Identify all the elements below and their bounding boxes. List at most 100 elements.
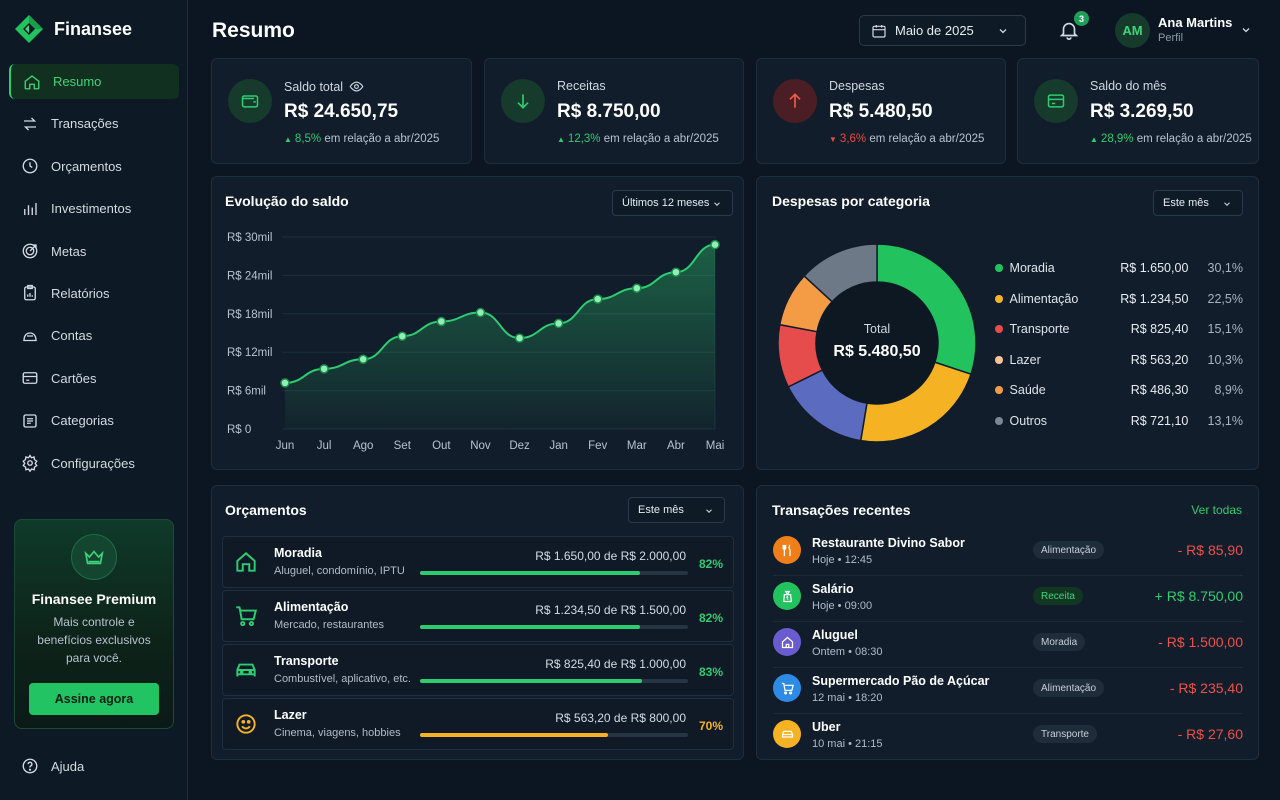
- sidebar-item-categorias[interactable]: Categorias: [9, 403, 179, 438]
- x-tick-label: Out: [432, 440, 451, 452]
- chevron-down-icon[interactable]: [1240, 24, 1252, 36]
- data-point[interactable]: [632, 283, 642, 293]
- data-point[interactable]: [671, 267, 681, 277]
- stat-change-suffix: em relação a abr/2025: [1136, 133, 1252, 145]
- sidebar-item-metas[interactable]: Metas: [9, 234, 179, 269]
- y-tick-label: R$ 12mil: [227, 347, 272, 359]
- legend-name: Outros: [1009, 414, 1048, 428]
- wallet-icon: [241, 95, 259, 108]
- period-label: Últimos 12 meses: [622, 197, 710, 209]
- premium-card: Finansee Premium Mais controle e benefíc…: [14, 519, 174, 729]
- eye-icon[interactable]: [349, 79, 364, 94]
- card-title: Orçamentos: [225, 502, 307, 518]
- sidebar-item-label: Investimentos: [51, 201, 132, 217]
- transaction-time: Ontem • 08:30: [812, 646, 883, 658]
- transaction-row[interactable]: Aluguel Ontem • 08:30 Moradia - R$ 1.500…: [773, 622, 1243, 668]
- period-select[interactable]: Este mês: [1153, 190, 1243, 216]
- legend-name: Lazer: [1009, 353, 1041, 367]
- card-title: Despesas por categoria: [772, 193, 930, 209]
- balance-chart: R$ 0 R$ 6mil R$ 12mil R$ 18mil R$ 24mil R$ 30…: [227, 232, 725, 452]
- data-point[interactable]: [358, 354, 368, 364]
- stat-change-suffix: em relação a abr/2025: [324, 133, 440, 145]
- month-select[interactable]: Maio de 2025: [859, 15, 1026, 46]
- area-fill: [285, 244, 715, 429]
- budget-row[interactable]: Alimentação Mercado, restaurantes R$ 1.2…: [222, 590, 734, 642]
- stat-value: R$ 3.269,50: [1090, 101, 1194, 122]
- transaction-row[interactable]: Uber 10 mai • 21:15 Transporte - R$ 27,6…: [773, 714, 1243, 760]
- sidebar-item-label: Resumo: [53, 74, 102, 89]
- budget-name: Alimentação: [274, 600, 349, 614]
- budget-progress-fill: [420, 571, 640, 575]
- transaction-time: Hoje • 09:00: [812, 600, 873, 612]
- arrow-down-icon: [517, 94, 529, 109]
- data-point[interactable]: [592, 294, 603, 304]
- card-icon: [22, 372, 38, 385]
- period-label: Este mês: [638, 504, 684, 516]
- x-tick-label: Jan: [549, 440, 568, 452]
- sidebar-item-transacoes[interactable]: Transações: [9, 106, 179, 141]
- cart-icon: [781, 682, 794, 694]
- sidebar-item-orcamentos[interactable]: Orçamentos: [9, 149, 179, 184]
- sidebar-item-investimentos[interactable]: Investimentos: [9, 191, 179, 226]
- legend-value: R$ 825,40: [1130, 322, 1189, 336]
- stat-change: ▲ 28,9% em relação a abr/2025: [1090, 133, 1252, 145]
- tx-icon-wrap: [773, 536, 801, 564]
- category-tag: Alimentação: [1033, 541, 1105, 559]
- sidebar-item-cartoes[interactable]: Cartões: [9, 361, 179, 396]
- x-tick-label: Mai: [706, 440, 725, 452]
- donut-center-value: R$ 5.480,50: [833, 343, 921, 360]
- avatar[interactable]: AM: [1115, 13, 1150, 48]
- sidebar-item-relatorios[interactable]: Relatórios: [9, 276, 179, 311]
- data-point[interactable]: [280, 378, 290, 388]
- sidebar-item-configuracoes[interactable]: Configurações: [9, 446, 179, 481]
- budget-row[interactable]: Moradia Aluguel, condomínio, IPTU R$ 1.6…: [222, 536, 734, 588]
- legend-pct: 15,1%: [1207, 322, 1243, 336]
- x-tick-label: Dez: [509, 440, 530, 452]
- transaction-row[interactable]: Supermercado Pão de Açúcar 12 mai • 18:2…: [773, 668, 1243, 714]
- budget-row[interactable]: Lazer Cinema, viagens, hobbies R$ 563,20…: [222, 698, 734, 750]
- budget-pct: 82%: [698, 557, 723, 571]
- data-point[interactable]: [553, 318, 564, 329]
- transaction-amount: - R$ 1.500,00: [1158, 634, 1243, 650]
- sidebar-item-resumo[interactable]: Resumo: [9, 64, 179, 99]
- period-select[interactable]: Este mês: [628, 497, 725, 523]
- data-point[interactable]: [319, 364, 329, 374]
- data-point[interactable]: [475, 307, 486, 318]
- user-name[interactable]: Ana Martins: [1158, 15, 1233, 30]
- legend-pct: 22,5%: [1207, 292, 1243, 306]
- y-tick-label: R$ 6mil: [227, 386, 266, 398]
- transaction-row[interactable]: Salário Hoje • 09:00 Receita + R$ 8.750,…: [773, 576, 1243, 622]
- view-all-link[interactable]: Ver todas: [1191, 503, 1242, 517]
- donut-hole: [816, 282, 938, 404]
- data-point[interactable]: [397, 331, 408, 341]
- target-icon: [22, 243, 38, 259]
- data-point[interactable]: [514, 333, 525, 343]
- transaction-row[interactable]: Restaurante Divino Sabor Hoje • 12:45 Al…: [773, 530, 1243, 576]
- stat-card-saldo-mes: Saldo do mês R$ 3.269,50 ▲ 28,9% em relaç…: [1017, 58, 1259, 164]
- sidebar-item-contas[interactable]: Contas: [9, 318, 179, 353]
- chevron-down-icon: [706, 509, 712, 513]
- legend-pct: 10,3%: [1207, 353, 1243, 367]
- tx-icon-wrap: [773, 582, 801, 610]
- brand[interactable]: Finansee: [14, 14, 132, 44]
- sidebar-item-label: Orçamentos: [51, 158, 122, 174]
- car-icon: [236, 663, 256, 677]
- x-tick-label: Abr: [667, 440, 685, 452]
- subscribe-button[interactable]: Assine agora: [29, 683, 159, 715]
- budget-progress-track: [420, 679, 688, 683]
- help-link[interactable]: Ajuda: [21, 757, 84, 775]
- stat-label: Saldo do mês: [1090, 79, 1167, 93]
- legend-dot: [995, 264, 1003, 272]
- transaction-amount: + R$ 8.750,00: [1154, 588, 1243, 604]
- budget-row[interactable]: Transporte Combustível, aplicativo, etc.…: [222, 644, 734, 696]
- legend-value: R$ 563,20: [1130, 353, 1189, 367]
- data-point[interactable]: [710, 239, 720, 250]
- budget-pct: 70%: [698, 719, 723, 733]
- bell-icon[interactable]: [1058, 19, 1080, 41]
- period-select[interactable]: Últimos 12 meses: [612, 190, 733, 216]
- car-icon: [781, 730, 793, 738]
- stat-label: Receitas: [557, 79, 606, 93]
- stat-change: ▲ 12,3% em relação a abr/2025: [557, 133, 719, 145]
- data-point[interactable]: [436, 316, 447, 327]
